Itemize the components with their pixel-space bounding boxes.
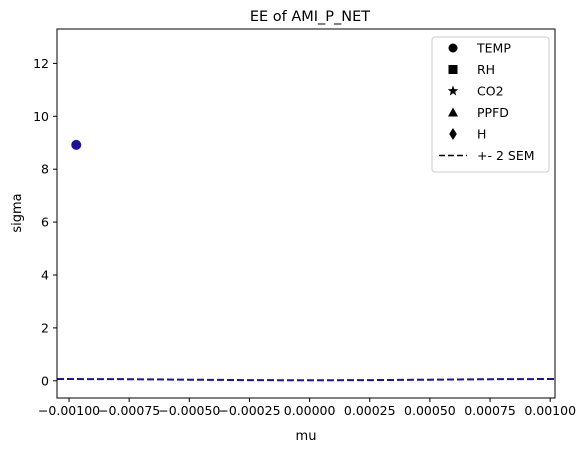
y-axis-label: sigma [10,193,25,232]
y-tick-label: 0 [41,373,49,388]
plot-area [56,139,556,382]
legend-label: TEMP [476,41,511,56]
legend-marker-circle-icon [448,43,458,53]
legend-label: CO2 [477,84,504,99]
y-tick-label: 12 [33,56,49,71]
sem-line [56,378,556,382]
x-tick-label: 0.00000 [284,403,336,418]
y-tick-label: 6 [41,215,49,230]
legend-label: H [477,127,486,142]
chart-title: EE of AMI_P_NET [250,9,370,25]
legend-marker-square-icon [448,65,458,74]
legend-label: PPFD [477,105,509,120]
legend-box [431,36,550,173]
legend-marker-diamond-icon [449,128,457,140]
y-tick-label: 2 [41,320,49,335]
y-axis: 0 2 4 6 8 10 12 [33,56,57,388]
x-tick-label: 0.00075 [464,403,516,418]
y-tick-label: 10 [33,109,49,124]
legend: TEMP RH CO2 PPFD H +- 2 SEM [431,36,550,173]
x-tick-label: 0.00100 [524,403,576,418]
y-tick-label: 4 [41,268,49,283]
axes-frame [56,28,556,399]
x-tick-label: −0.00100 [38,403,100,418]
x-axis-label: mu [296,429,317,444]
x-axis: −0.00100−0.00075−0.00050−0.00025 0.00000 0… [38,398,576,418]
legend-marker-star-icon [447,85,459,96]
y-tick-label: 8 [41,162,49,177]
x-tick-label: 0.00025 [344,403,396,418]
x-tick-label: −0.00025 [218,403,280,418]
x-tick-label: −0.00075 [98,403,160,418]
legend-label: RH [477,62,495,77]
legend-marker-triangle-icon [448,107,458,117]
x-tick-label: −0.00050 [158,403,220,418]
data-point [71,139,82,150]
x-tick-label: 0.00050 [404,403,456,418]
legend-label: +- 2 SEM [477,148,535,163]
